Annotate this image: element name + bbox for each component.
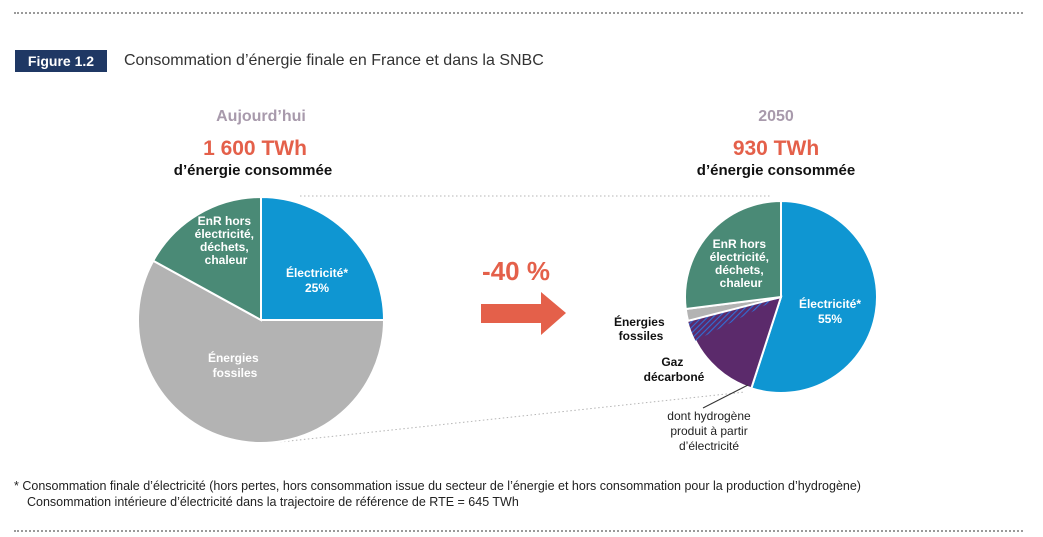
hydrogen-annotation-line-1: dont hydrogène — [667, 409, 751, 423]
pie-chart-2050 — [684, 199, 878, 394]
y2050-slice-0 — [750, 199, 878, 394]
right-label-electricite: Électricité* — [799, 296, 861, 311]
figure-title: Consommation d’énergie finale en France … — [124, 52, 544, 69]
footnote: * Consommation finale d’électricité (hor… — [14, 478, 861, 510]
left-value-electricite: 25% — [305, 281, 329, 295]
footnote-line-2: Consommation intérieure d’électricité da… — [27, 495, 519, 509]
y2050-slice-3 — [684, 199, 782, 311]
left-total: 1 600 TWh — [203, 137, 307, 160]
right-label-gaz: Gaz décarboné — [644, 355, 705, 384]
right-label-enr: EnR hors électricité, déchets, chaleur — [710, 237, 773, 290]
right-subtitle: d’énergie consommée — [697, 162, 855, 179]
today-slice-0 — [260, 195, 386, 321]
left-period-label: Aujourd’hui — [216, 108, 306, 125]
today-slice-1 — [137, 259, 386, 444]
today-slice-2 — [151, 195, 262, 322]
pie-chart-today — [137, 195, 386, 444]
left-label-enr: EnR hors électricité, déchets, chaleur — [195, 214, 258, 267]
y2050-hydrogen-hatch — [688, 297, 781, 341]
footnote-line-1: * Consommation finale d’électricité (hor… — [14, 479, 861, 493]
hydrogen-annotation-line-2: produit à partir — [670, 424, 747, 438]
right-period-label: 2050 — [758, 108, 794, 125]
hydrogen-annotation-line-3: d’électricité — [679, 439, 739, 453]
right-total: 930 TWh — [733, 137, 819, 160]
hydrogen-leader-line — [702, 384, 749, 409]
top-divider — [14, 12, 1023, 14]
right-value-electricite: 55% — [818, 312, 842, 326]
reduction-label: -40 % — [482, 256, 550, 286]
left-label-electricite: Électricité* — [286, 265, 348, 280]
left-label-fossiles: Énergies fossiles — [208, 350, 262, 380]
bottom-divider — [14, 530, 1023, 532]
figure-badge: Figure 1.2 — [15, 50, 107, 72]
reduction-arrow-icon — [481, 292, 566, 335]
right-label-fossiles: Énergies fossiles — [614, 314, 668, 343]
left-subtitle: d’énergie consommée — [174, 162, 332, 179]
